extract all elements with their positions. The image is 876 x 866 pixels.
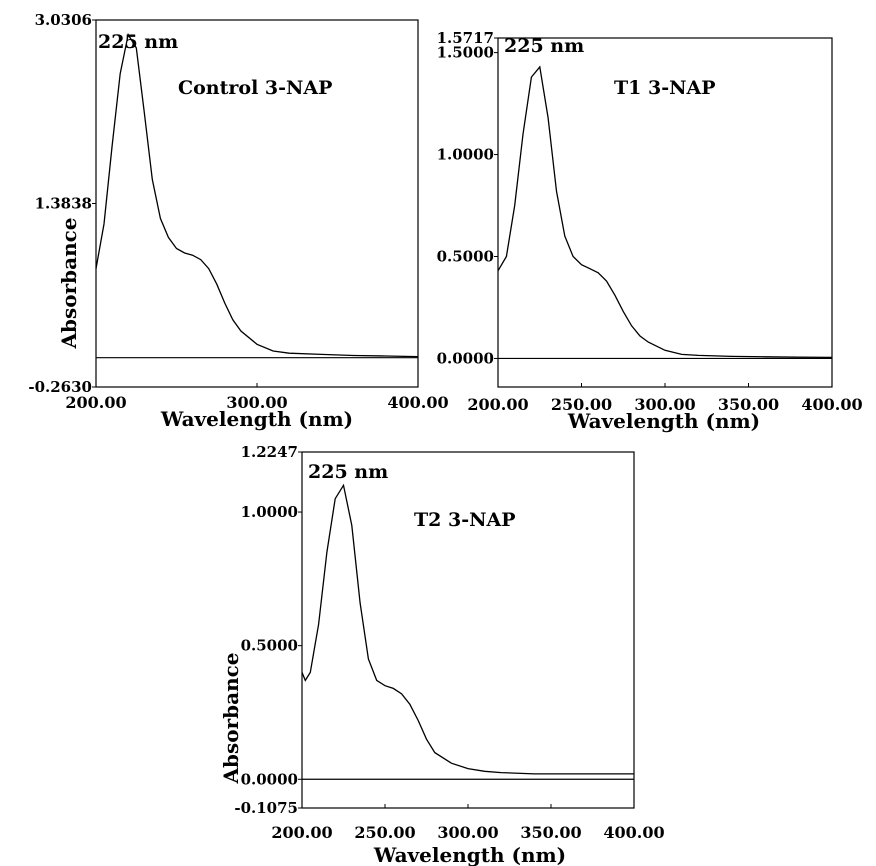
absorbance-series-line: [497, 65, 833, 359]
x-tick-label: 400.00: [603, 823, 664, 842]
absorbance-series-line: [95, 32, 419, 358]
x-tick-label: 350.00: [520, 823, 581, 842]
x-tick-label: 400.00: [801, 395, 862, 414]
y-axis-ticks: 3.0306 1.3838 -0.2630: [28, 11, 96, 396]
y-tick-label: 1.2247: [241, 443, 298, 461]
x-tick-label: 200.00: [271, 823, 332, 842]
y-tick-label: 0.5000: [241, 637, 298, 655]
x-axis-ticks: 200.00 300.00 400.00: [65, 383, 449, 412]
y-tick-label: -0.1075: [234, 799, 298, 817]
peak-label: 225 nm: [308, 461, 388, 483]
chart-title: Control 3-NAP: [178, 77, 332, 99]
chart-title: T2 3-NAP: [414, 509, 515, 531]
y-tick-label: 1.5000: [437, 44, 494, 62]
x-tick-label: 300.00: [226, 393, 287, 412]
x-tick-label: 200.00: [65, 393, 126, 412]
y-tick-label: 0.0000: [241, 770, 298, 788]
x-axis-ticks: 200.00 250.00 300.00 350.00 400.00: [271, 804, 665, 842]
peak-label: 225 nm: [504, 35, 584, 57]
x-tick-label: 250.00: [551, 395, 612, 414]
x-axis-ticks: 200.00 250.00 300.00 350.00 400.00: [467, 383, 863, 414]
x-tick-label: 350.00: [718, 395, 779, 414]
y-tick-label: -0.2630: [28, 378, 92, 396]
chart-panel-control: 3.0306 1.3838 -0.2630 200.00 300.00 400.00 2…: [28, 11, 448, 431]
x-tick-label: 250.00: [354, 823, 415, 842]
y-axis-label: Absorbance: [219, 652, 243, 784]
x-axis-label: Wavelength (nm): [160, 407, 353, 431]
x-axis-label: Wavelength (nm): [567, 409, 760, 433]
y-tick-label: 1.0000: [437, 146, 494, 164]
y-tick-label: 1.5717: [437, 29, 494, 47]
chart-title: T1 3-NAP: [614, 77, 715, 99]
y-axis-ticks: 1.2247 1.0000 0.5000 0.0000 -0.1075: [234, 443, 302, 817]
y-tick-label: 0.5000: [437, 248, 494, 266]
y-tick-label: 3.0306: [35, 11, 92, 29]
peak-label: 225 nm: [98, 31, 178, 53]
x-tick-label: 300.00: [634, 395, 695, 414]
x-tick-label: 300.00: [437, 823, 498, 842]
x-axis-label: Wavelength (nm): [373, 843, 566, 866]
y-tick-label: 1.3838: [35, 195, 92, 213]
plot-frame: [301, 451, 635, 809]
absorbance-series-line: [301, 483, 634, 775]
y-tick-label: 0.0000: [437, 349, 494, 367]
y-tick-label: 1.0000: [241, 503, 298, 521]
x-tick-label: 200.00: [467, 395, 528, 414]
plot-frame: [95, 19, 419, 388]
y-axis-label: Absorbance: [57, 217, 81, 349]
x-tick-label: 400.00: [387, 393, 448, 412]
chart-panel-t2: 1.2247 1.0000 0.5000 0.0000 -0.1075 200.00 25…: [219, 443, 665, 866]
